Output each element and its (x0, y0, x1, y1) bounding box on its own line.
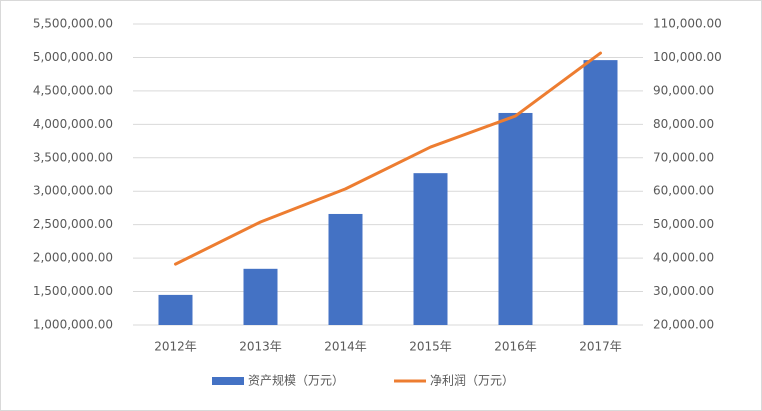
x-tick-label: 2013年 (239, 340, 282, 354)
y-tick-label: 2,000,000.00 (33, 251, 113, 265)
y-tick-label: 5,000,000.00 (33, 50, 113, 64)
bar (413, 173, 448, 325)
y-tick-label: 3,000,000.00 (33, 184, 113, 198)
y2-tick-label: 90,000.00 (653, 83, 714, 97)
line (174, 51, 602, 266)
y-tick-label: 3,500,000.00 (33, 150, 113, 164)
y2-tick-label: 80,000.00 (653, 117, 714, 131)
legend-label: 净利润（万元） (430, 374, 514, 388)
legend-label: 资产规模（万元） (248, 373, 344, 388)
x-tick-label: 2015年 (409, 340, 452, 354)
y2-tick-label: 30,000.00 (653, 284, 714, 298)
y2-tick-label: 70,000.00 (653, 150, 714, 164)
y2-tick-label: 20,000.00 (653, 318, 714, 332)
x-tick-label: 2016年 (494, 340, 537, 354)
x-tick-label: 2012年 (154, 340, 197, 354)
y-tick-label: 1,000,000.00 (33, 318, 113, 332)
bar (158, 294, 193, 325)
y-tick-label: 5,500,000.00 (33, 17, 113, 31)
y2-tick-label: 100,000.00 (653, 50, 722, 64)
y-tick-label: 4,000,000.00 (33, 117, 113, 131)
y2-tick-label: 110,000.00 (653, 17, 722, 31)
bar (498, 112, 533, 325)
bar (243, 268, 278, 325)
y2-tick-label: 60,000.00 (653, 184, 714, 198)
x-tick-label: 2014年 (324, 340, 367, 354)
y-tick-label: 2,500,000.00 (33, 217, 113, 231)
bar (583, 60, 618, 326)
y2-tick-label: 40,000.00 (653, 251, 714, 265)
bar (328, 213, 363, 325)
y-tick-label: 1,500,000.00 (33, 284, 113, 298)
y-tick-label: 4,500,000.00 (33, 83, 113, 97)
legend-swatch (212, 377, 244, 385)
y2-tick-label: 50,000.00 (653, 217, 714, 231)
x-tick-label: 2017年 (579, 340, 622, 354)
